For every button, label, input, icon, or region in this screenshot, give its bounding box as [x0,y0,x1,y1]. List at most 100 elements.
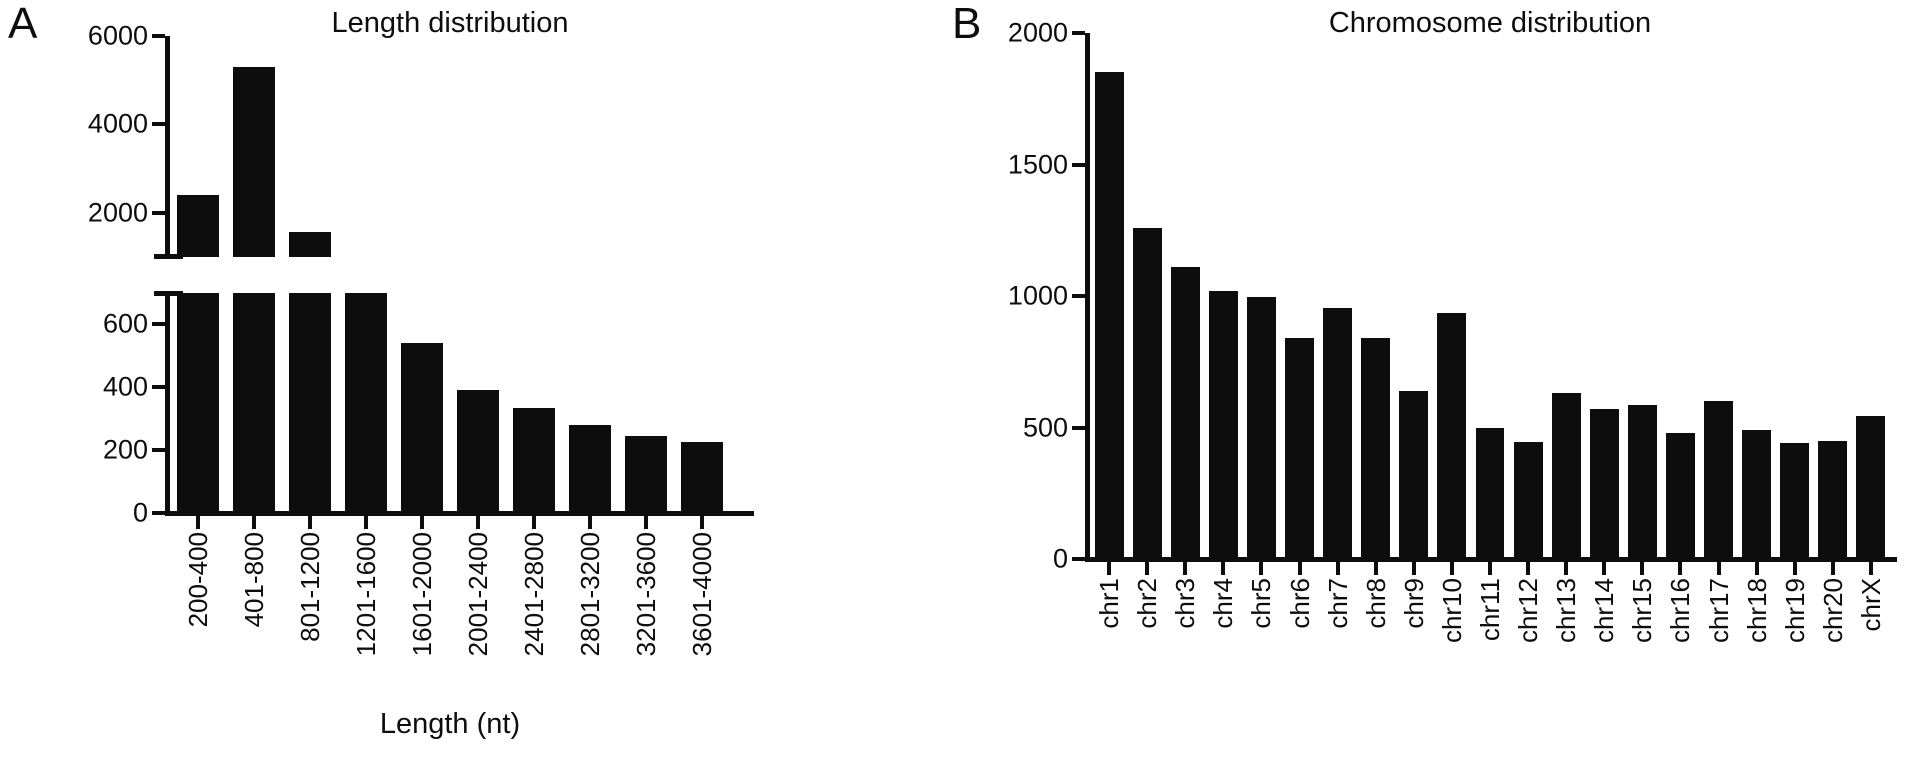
x-tick-slot [1433,562,1471,575]
bar [568,425,612,513]
bar-slot [1395,33,1433,559]
x-tick-slot [282,516,338,529]
y-tick-label: 600 [102,308,148,339]
x-tick-mark [1792,562,1797,575]
y-tick-mark [152,385,165,390]
bar-slot [1433,33,1471,559]
x-label-slot: chr8 [1357,578,1395,708]
bar-slot [450,36,506,257]
x-tick-slot [338,516,394,529]
panel-b-letter: B [952,0,982,48]
x-label-slot: chrX [1852,578,1890,708]
y-tick-mark [1072,294,1085,298]
bar-slot [1280,33,1318,559]
x-label-slot: chr9 [1395,578,1433,708]
bar [1627,405,1657,559]
bar-slot [170,293,226,513]
panel-b-x-ticks [1090,562,1890,575]
panel-b-plot-area: 0 500 1000 1500 2000 [1008,19,1890,572]
x-label-slot: 801-1200 [282,532,338,704]
bar [512,407,556,513]
bar-slot [1319,33,1357,559]
x-tick-mark [1297,562,1302,575]
y-tick-mark [1072,425,1085,430]
bar [1742,430,1772,559]
x-axis-line [165,511,754,516]
x-label-slot: 3201-3600 [618,532,674,704]
x-tick-slot [1700,562,1738,575]
x-tick-mark [588,516,592,529]
bar [1818,440,1848,559]
bar [1208,290,1238,559]
x-label-slot: chr14 [1585,578,1623,708]
x-label-slot: 1201-1600 [338,532,394,704]
x-tick-label: chr10 [1436,578,1467,644]
x-axis-line [1085,557,1897,562]
bar [1285,338,1314,559]
y-tick-label: 1500 [1007,149,1068,179]
x-tick-mark [308,516,312,529]
x-label-slot: chr5 [1242,578,1280,708]
x-label-slot: chr4 [1204,578,1242,708]
bar [288,231,332,257]
x-tick-mark [196,516,200,529]
bar [232,293,276,513]
x-label-slot: chr1 [1090,578,1128,708]
bar-slot [1661,33,1699,559]
bar-slot [1585,33,1623,559]
x-tick-mark [1678,562,1683,575]
y-tick-label: 6000 [87,20,148,51]
y-tick-mark [152,448,165,453]
x-tick-mark [420,516,424,529]
panel-a-letter: A [8,0,38,48]
bar-slot [1128,33,1166,559]
x-tick-mark [1754,562,1759,575]
x-tick-mark [644,516,648,529]
panel-a-lower-axis-segment: 0 200 400 600 [103,291,730,526]
x-label-slot: chr18 [1738,578,1776,708]
bar-slot [618,36,674,257]
x-tick-label: chr9 [1398,578,1429,629]
bar-slot [1204,33,1242,559]
panel-b-x-labels: chr1 chr2 chr3 chr4 chr5 chr6 chr7 chr8 chr9 chr1… [1090,578,1890,708]
x-tick-mark [1107,562,1112,575]
x-label-slot: chr11 [1471,578,1509,708]
x-tick-label: chr12 [1513,578,1544,644]
bar-slot [562,36,618,257]
y-tick-label: 1000 [1007,280,1068,311]
panel-a-x-axis-title: Length (nt) [379,708,521,740]
bar-slot [1357,33,1395,559]
x-tick-mark [1526,562,1531,575]
x-tick-label: 2001-2400 [463,532,493,657]
x-tick-mark [1830,562,1835,575]
y-tick-mark [152,34,165,38]
x-tick-mark [1259,562,1264,575]
x-label-slot: chr12 [1509,578,1547,708]
bar-slot [394,293,450,513]
x-tick-label: chrX [1855,578,1886,632]
bar [456,390,500,513]
bar [176,293,220,513]
x-tick-mark [700,516,704,529]
bar [1361,338,1391,559]
x-label-slot: chr16 [1661,578,1699,708]
x-label-slot: chr7 [1319,578,1357,708]
bar-slot [562,293,618,513]
y-tick-mark [152,511,165,515]
bar-slot [1814,33,1852,559]
bar-slot [674,293,730,513]
x-tick-label: 401-800 [239,532,269,628]
x-tick-label: chr16 [1665,578,1696,644]
y-tick-mark [1072,31,1085,35]
x-label-slot: 200-400 [170,532,226,704]
x-tick-label: chr8 [1360,578,1391,629]
x-tick-mark [1640,562,1645,575]
x-tick-mark [252,516,256,529]
x-tick-slot [1509,562,1547,575]
x-tick-mark [1411,562,1416,575]
x-tick-slot [1814,562,1852,575]
x-label-slot: 2801-3200 [562,532,618,704]
bar [1513,441,1543,559]
x-tick-label: 2801-3200 [575,532,605,657]
